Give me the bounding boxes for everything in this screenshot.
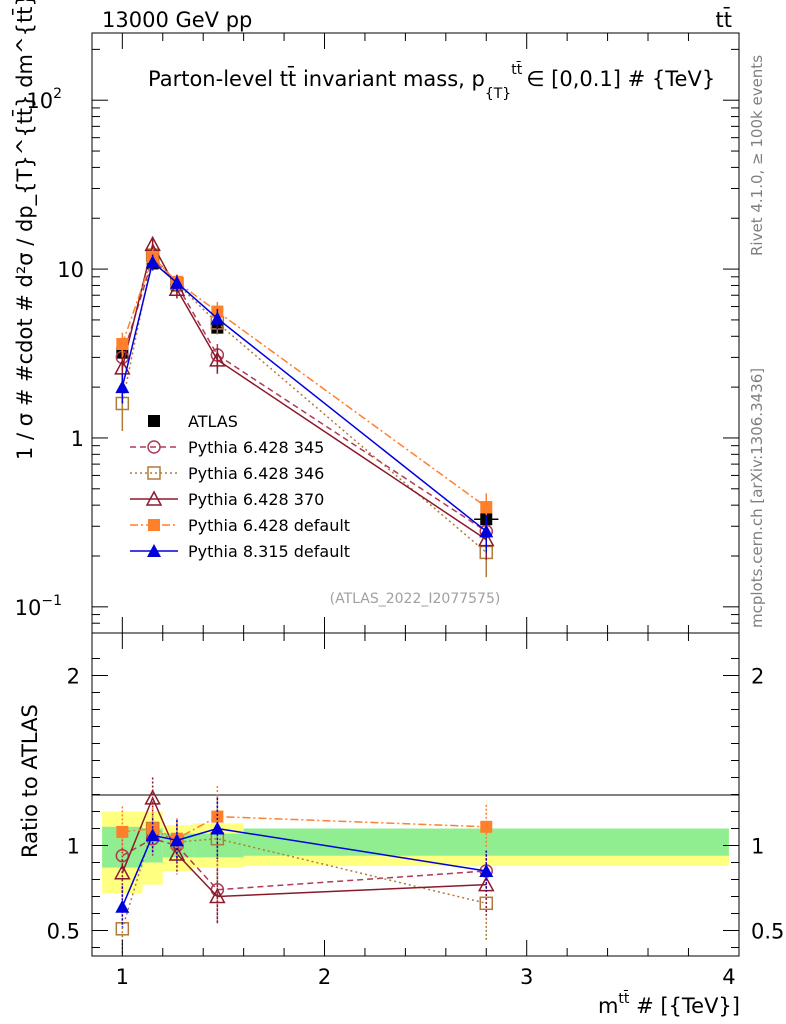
- x-tick-label: 1: [116, 965, 129, 989]
- x-tick-label: 3: [520, 965, 533, 989]
- ratio-series-group: [114, 777, 495, 955]
- legend-marker: [145, 490, 163, 506]
- main-axis-ticks: [92, 33, 739, 634]
- series-pythia-8-315-default: [115, 254, 494, 553]
- ratio-y-tick-label-left: 2: [67, 665, 80, 689]
- ratio-uncertainty-bands: [102, 811, 729, 894]
- ratio-point: [169, 833, 184, 847]
- ratio-point: [145, 828, 160, 842]
- legend-item: Pythia 6.428 370: [130, 490, 324, 509]
- ratio-line: [122, 815, 487, 840]
- legend-label: Pythia 6.428 default: [188, 516, 350, 535]
- ratio-point: [209, 887, 226, 904]
- legend-label: Pythia 6.428 345: [188, 438, 324, 457]
- analysis-watermark: (ATLAS_2022_I2077575): [330, 591, 501, 607]
- legend: ATLAS Pythia 6.428 345 Pythia 6.428 346 Pyt…: [130, 412, 350, 561]
- data-point: [115, 380, 130, 394]
- ratio-point: [211, 810, 224, 823]
- ratio-point: [115, 848, 130, 863]
- legend-marker: [148, 519, 160, 531]
- data-point: [480, 501, 493, 514]
- legend-label: Pythia 8.315 default: [188, 542, 350, 561]
- legend-item: Pythia 6.428 default: [130, 516, 350, 535]
- data-point: [145, 255, 160, 269]
- ratio-y-tick-label-left: 1: [67, 835, 80, 859]
- legend-marker: [148, 415, 160, 427]
- ratio-y-tick-label-left: 0.5: [47, 920, 80, 944]
- chart-title: Parton-level tt̄ invariant mass, p{T}tt̄…: [148, 60, 715, 102]
- title-sup: tt̄: [511, 60, 522, 78]
- main-y-tick-label: 102: [26, 86, 62, 113]
- legend-item: Pythia 8.315 default: [130, 542, 350, 561]
- rivet-label: Rivet 4.1.0, ≥ 100k events: [748, 55, 766, 256]
- data-point: [209, 351, 226, 367]
- ratio-point: [479, 896, 494, 911]
- main-y-tick-label: 1: [71, 427, 84, 451]
- title-tail: ∈ [0,0.1] # {TeV}: [526, 67, 715, 91]
- x-label-main: m: [598, 994, 618, 1018]
- ratio-point: [479, 864, 494, 877]
- ratio-series-pythia-6-428-346: [115, 796, 494, 955]
- ratio-point: [480, 820, 493, 833]
- ratio-y-tick-label-right: 2: [751, 665, 764, 689]
- series-atlas: [116, 257, 499, 527]
- x-label-sup: tt̄: [618, 989, 629, 1007]
- legend-label: Pythia 6.428 370: [188, 490, 324, 509]
- ratio-line: [121, 827, 487, 930]
- legend-marker: [147, 466, 161, 480]
- ratio-axis-ticks: [92, 633, 739, 956]
- ratio-point: [144, 789, 161, 805]
- main-y-tick-label: 10−1: [15, 593, 62, 620]
- main-y-tick-label: 10: [57, 258, 84, 282]
- data-point: [479, 524, 494, 538]
- ratio-tick-labels: 0.5 0.5 1 1 2 2 1 2 3 4: [47, 665, 785, 990]
- legend-label: ATLAS: [188, 412, 238, 431]
- main-y-tick-labels: 10−1 1 10 102: [15, 86, 84, 620]
- x-tick-label: 2: [318, 965, 331, 989]
- band-inner: [193, 833, 244, 858]
- ratio-point: [115, 899, 130, 913]
- data-point: [116, 338, 129, 351]
- ratio-line: [121, 837, 487, 891]
- legend-item: ATLAS: [148, 412, 238, 431]
- x-tick-label: 4: [722, 965, 735, 989]
- x-label-tail: # [{TeV}]: [629, 994, 740, 1018]
- header-right: tt̄: [716, 7, 732, 32]
- ratio-point: [114, 864, 131, 880]
- data-point: [169, 275, 184, 289]
- legend-item: Pythia 6.428 345: [130, 438, 324, 457]
- legend-item: Pythia 6.428 346: [130, 464, 324, 483]
- ratio-point: [210, 821, 225, 835]
- legend-marker: [147, 544, 161, 557]
- x-axis-label: mtt̄ # [{TeV}]: [598, 989, 740, 1018]
- ratio-series-pythia-6-428-default: [116, 786, 493, 860]
- ratio-y-tick-label-right: 1: [751, 835, 764, 859]
- main-series-group: [114, 235, 499, 578]
- ratio-series-pythia-8-315-default: [115, 797, 494, 928]
- data-point: [210, 311, 225, 325]
- title-main: Parton-level tt̄ invariant mass, p: [148, 66, 485, 91]
- header-left: 13000 GeV pp: [102, 8, 252, 32]
- main-y-axis-label: 1 / σ # #cdot # d²σ / dp_{T}^{tt̄} dm^{t…: [12, 0, 38, 460]
- ratio-point: [116, 825, 129, 838]
- legend-marker: [147, 440, 161, 454]
- mcplots-label: mcplots.cern.ch [arXiv:1306.3436]: [748, 368, 766, 628]
- ratio-y-axis-label: Ratio to ATLAS: [18, 704, 42, 858]
- legend-label: Pythia 6.428 346: [188, 464, 324, 483]
- ratio-y-tick-label-right: 0.5: [751, 920, 784, 944]
- title-sub: {T}: [485, 86, 511, 102]
